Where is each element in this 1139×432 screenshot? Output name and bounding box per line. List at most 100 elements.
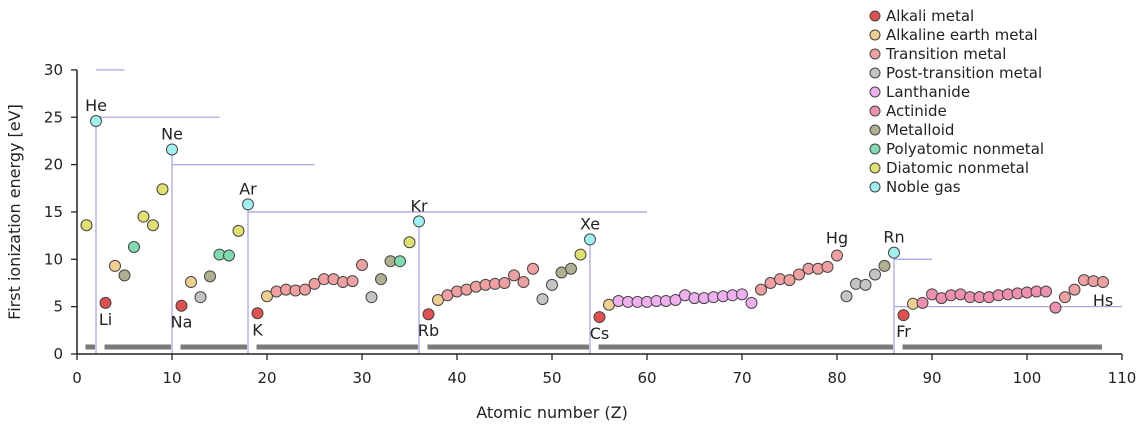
x-tick-label: 70	[732, 369, 751, 387]
point-z105	[1068, 283, 1081, 296]
point-z108	[1097, 276, 1109, 289]
point-z32	[375, 273, 387, 286]
x-tick-label: 30	[352, 369, 371, 387]
point-z75	[783, 274, 796, 287]
y-tick-label: 5	[53, 298, 63, 316]
point-z46	[508, 269, 520, 282]
point-z104	[1059, 291, 1071, 304]
point-z18	[242, 198, 254, 211]
y-tick-label: 15	[44, 203, 63, 221]
point-z29	[346, 275, 359, 288]
element-label-xe: Xe	[580, 214, 600, 233]
point-z7	[137, 210, 150, 223]
point-z45	[498, 276, 511, 289]
y-tick-label: 25	[44, 108, 63, 126]
x-tick-label: 10	[162, 369, 181, 387]
point-z63	[669, 294, 682, 307]
point-z35	[403, 236, 416, 249]
point-z37	[422, 308, 435, 321]
element-label-ne: Ne	[161, 124, 183, 143]
x-axis-ticks: 0 10 20 30 40 50 60 70 80 90 100 110	[72, 354, 1136, 387]
element-labels: He Li Ne Na Ar K Kr Rb Xe Cs Hg Rn Fr Hs	[85, 96, 1113, 343]
point-z16	[223, 249, 235, 262]
legend-label-diatomic: Diatomic nonmetal	[886, 159, 1029, 177]
x-tick-label: 80	[827, 369, 846, 387]
period-guide-lines	[95, 69, 1122, 354]
legend-label-actinide: Actinide	[886, 102, 947, 120]
point-z13	[194, 291, 207, 304]
y-axis-title: First ionization energy [eV]	[5, 104, 24, 320]
element-label-fr: Fr	[896, 322, 911, 341]
element-label-kr: Kr	[410, 196, 427, 215]
y-tick-label: 10	[44, 250, 63, 268]
data-points	[80, 115, 1109, 324]
point-z72	[755, 283, 767, 296]
x-tick-label: 90	[922, 369, 941, 387]
point-z2	[90, 115, 102, 128]
element-label-hg: Hg	[826, 229, 848, 248]
y-tick-label: 20	[44, 156, 63, 174]
legend-marker-diatomic	[869, 162, 881, 174]
x-tick-label: 0	[72, 369, 82, 387]
x-tick-label: 20	[257, 369, 276, 387]
point-z25	[308, 277, 321, 290]
x-tick-label: 110	[1108, 369, 1137, 387]
point-z54	[584, 233, 596, 246]
legend-marker-alkaline	[869, 29, 881, 41]
point-z11	[175, 299, 188, 312]
point-z102	[1040, 285, 1052, 298]
point-z76	[793, 268, 805, 281]
point-z1	[80, 219, 93, 232]
x-tick-label: 60	[637, 369, 656, 387]
point-z36	[413, 215, 425, 228]
legend-label-metalloid: Metalloid	[886, 121, 954, 139]
point-z84	[869, 268, 881, 281]
legend-label-post: Post-transition metal	[886, 64, 1042, 82]
element-label-rb: Rb	[418, 321, 439, 340]
legend-label-noble: Noble gas	[886, 178, 961, 196]
point-z30	[356, 258, 368, 271]
point-z87	[897, 309, 910, 322]
point-z55	[593, 311, 606, 324]
point-z20	[261, 290, 273, 303]
point-z80	[831, 249, 843, 262]
legend-label-lanthanide: Lanthanide	[886, 83, 970, 101]
point-z12	[185, 276, 197, 289]
x-tick-label: 100	[1013, 369, 1042, 387]
point-z24	[299, 283, 311, 296]
legend-marker-noble	[869, 181, 881, 193]
point-z3	[99, 296, 112, 309]
legend-marker-transition	[869, 48, 881, 60]
point-z19	[251, 307, 264, 320]
point-z89	[916, 296, 929, 309]
point-z6	[128, 240, 140, 253]
point-z70	[736, 288, 748, 301]
x-tick-label: 50	[542, 369, 561, 387]
element-label-ar: Ar	[239, 179, 257, 198]
point-z83	[859, 278, 872, 291]
point-z47	[517, 276, 530, 289]
element-label-hs: Hs	[1093, 291, 1113, 310]
legend-marker-actinide	[869, 105, 881, 117]
point-z8	[147, 219, 159, 232]
point-z53	[574, 248, 587, 261]
point-z79	[821, 260, 834, 273]
y-tick-label: 0	[53, 345, 63, 363]
point-z9	[156, 183, 169, 196]
legend-marker-post	[869, 67, 881, 79]
element-label-rn: Rn	[883, 228, 904, 247]
point-z31	[365, 291, 378, 304]
point-z52	[565, 262, 577, 275]
legend-marker-polyatomic	[869, 143, 881, 155]
point-z50	[546, 278, 558, 291]
y-tick-label: 30	[44, 61, 63, 79]
point-z103	[1049, 301, 1062, 314]
legend-label-transition: Transition metal	[885, 45, 1006, 63]
point-z81	[840, 290, 853, 303]
point-z85	[878, 259, 891, 272]
element-label-k: K	[252, 320, 263, 339]
legend-marker-metalloid	[869, 124, 881, 136]
point-z49	[536, 293, 549, 306]
